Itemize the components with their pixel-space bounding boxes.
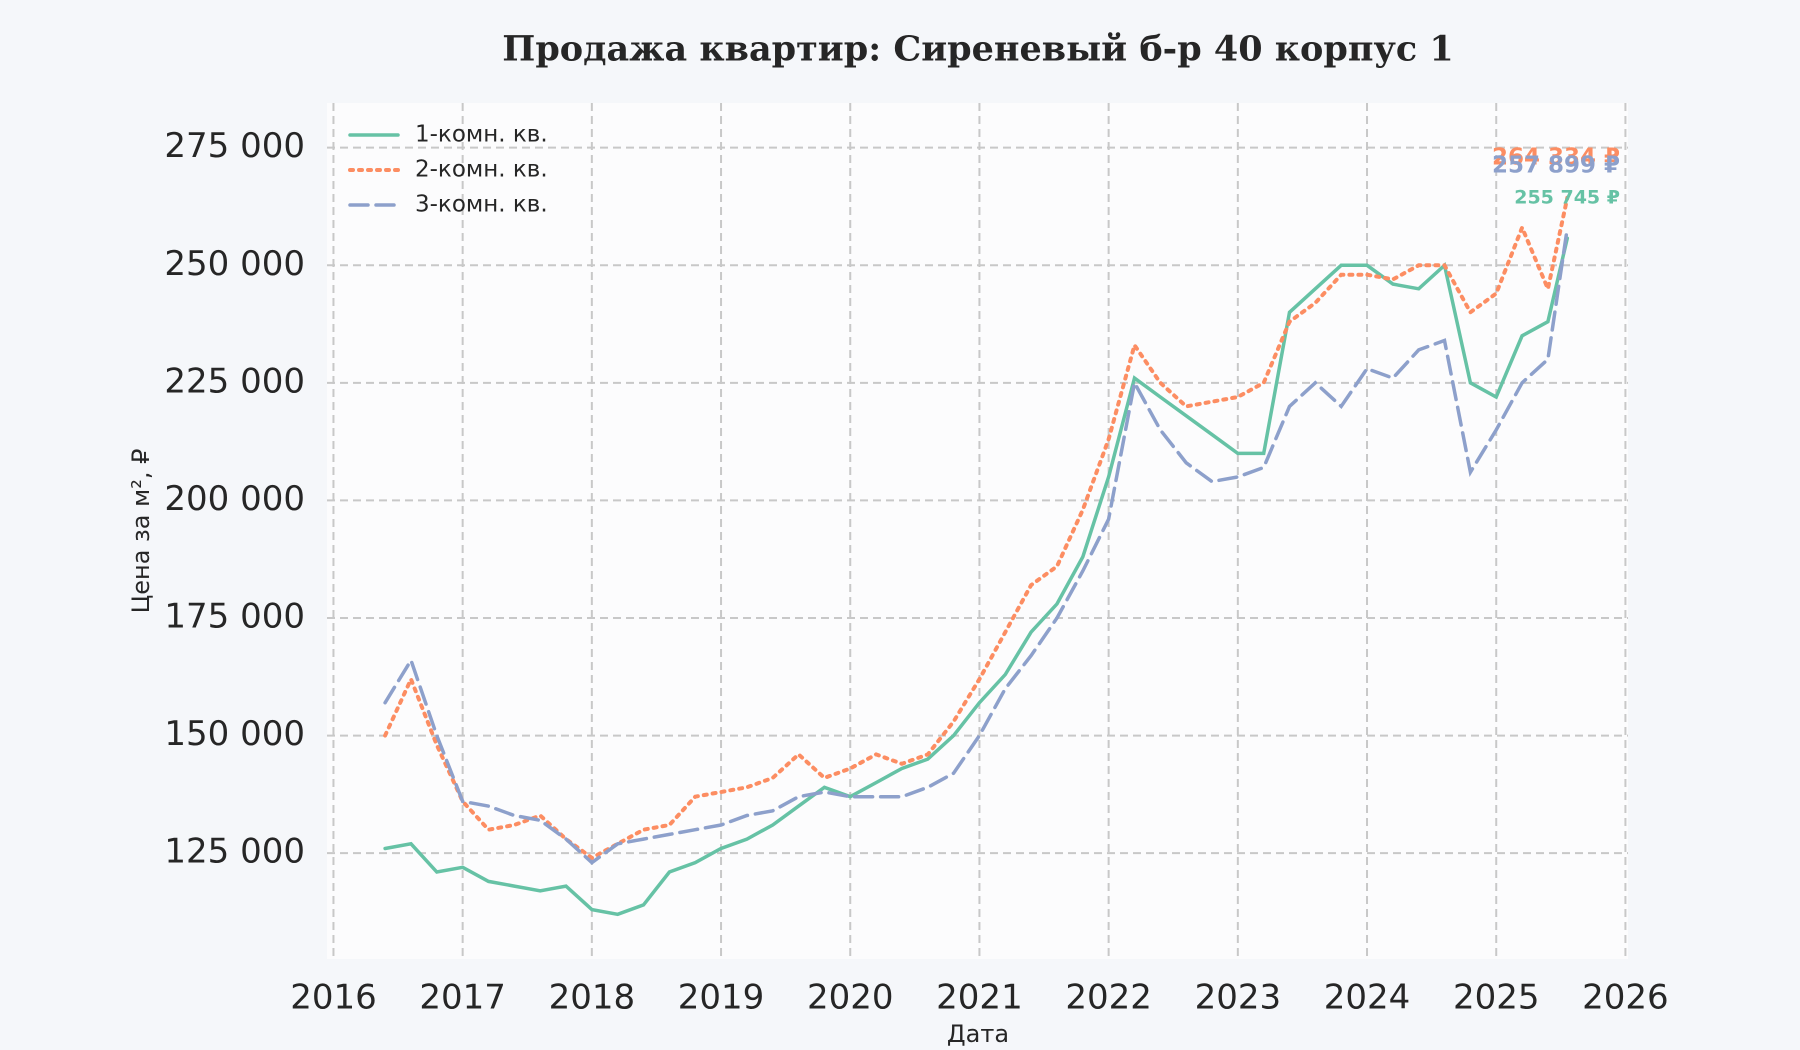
x-axis-label: Дата — [947, 1020, 1009, 1048]
chart-title: Продажа квартир: Сиреневый б-р 40 корпус… — [502, 29, 1453, 70]
x-tick-label: 2021 — [936, 978, 1023, 1018]
y-tick-label: 125 000 — [164, 832, 305, 872]
series-line — [383, 236, 1570, 917]
y-tick-label: 250 000 — [164, 244, 305, 284]
y-tick-label: 225 000 — [164, 361, 305, 401]
x-tick-label: 2016 — [290, 978, 377, 1018]
y-tick-label: 275 000 — [164, 126, 305, 166]
value-label: 257 899 ₽ — [1492, 153, 1620, 179]
legend-label: 2-комн. кв. — [415, 157, 548, 183]
x-tick-label: 2026 — [1582, 978, 1669, 1018]
legend-label: 3-комн. кв. — [415, 192, 548, 218]
x-tick-label: 2025 — [1453, 978, 1540, 1018]
plot-area — [327, 103, 1628, 959]
x-tick-label: 2022 — [1065, 978, 1152, 1018]
x-tick-label: 2017 — [419, 978, 506, 1018]
x-tick-label: 2018 — [549, 978, 636, 1018]
y-tick-label: 175 000 — [164, 597, 305, 637]
legend-label: 1-комн. кв. — [415, 122, 548, 148]
series-line — [383, 195, 1570, 861]
value-label: 255 745 ₽ — [1514, 187, 1620, 209]
x-tick-label: 2024 — [1324, 978, 1411, 1018]
x-tick-label: 2019 — [678, 978, 765, 1018]
value-label: 264 334 ₽ — [1492, 144, 1620, 170]
x-tick-label: 2020 — [807, 978, 894, 1018]
series-line — [383, 226, 1570, 865]
x-tick-label: 2023 — [1195, 978, 1282, 1018]
y-tick-label: 150 000 — [164, 714, 305, 754]
y-axis-label: Цена за м², ₽ — [127, 449, 155, 614]
y-tick-label: 200 000 — [164, 479, 305, 519]
